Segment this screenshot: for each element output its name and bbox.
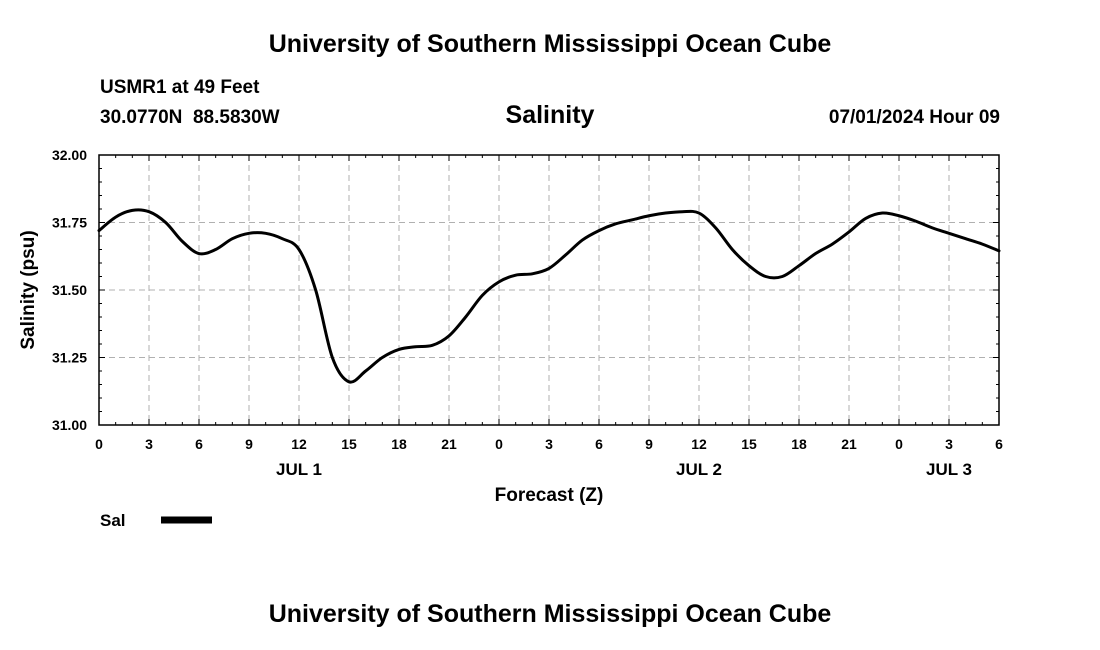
chart-title: University of Southern Mississippi Ocean… (268, 30, 832, 58)
y-tick-label: 32.00 (52, 147, 87, 163)
x-tick-label: 0 (895, 436, 903, 452)
x-tick-label: 21 (841, 436, 857, 452)
x-tick-label: 6 (195, 436, 203, 452)
day-label: JUL 2 (676, 460, 722, 479)
x-tick-label: 15 (741, 436, 757, 452)
plot-frame (98, 154, 1000, 426)
station-label: USMR1 at 49 Feet (100, 77, 260, 98)
axis-labels: 0 3 6 9 12 15 18 21 0 3 6 9 12 15 18 21 0 3 6 31.00 31.25 31.… (52, 147, 1003, 479)
y-axis-title: Salinity (psu) (18, 230, 39, 349)
station-coordinates: 30.0770N 88.5830W (100, 107, 280, 128)
series-line-sal (97, 208, 1001, 384)
x-tick-label: 18 (791, 436, 807, 452)
x-tick-label: 0 (95, 436, 103, 452)
x-tick-label: 3 (145, 436, 153, 452)
x-tick-label: 6 (595, 436, 603, 452)
footer-title: University of Southern Mississippi Ocean… (268, 600, 832, 628)
legend-label: Sal (100, 511, 126, 530)
x-tick-label: 3 (945, 436, 953, 452)
y-tick-label: 31.00 (52, 417, 87, 433)
x-tick-label: 0 (495, 436, 503, 452)
x-tick-label: 15 (341, 436, 357, 452)
x-tick-label: 12 (691, 436, 707, 452)
x-tick-label: 9 (245, 436, 253, 452)
day-label: JUL 3 (926, 460, 972, 479)
y-tick-label: 31.25 (52, 350, 87, 366)
grid-lines (99, 154, 999, 425)
parameter-title: Salinity (505, 101, 595, 129)
x-tick-label: 9 (645, 436, 653, 452)
x-tick-label: 18 (391, 436, 407, 452)
x-tick-label: 3 (545, 436, 553, 452)
x-tick-label: 12 (291, 436, 307, 452)
x-tick-label: 21 (441, 436, 457, 452)
day-label: JUL 1 (276, 460, 322, 479)
forecast-datetime: 07/01/2024 Hour 09 (828, 107, 1000, 128)
y-tick-label: 31.75 (52, 215, 87, 231)
y-tick-label: 31.50 (52, 282, 87, 298)
x-axis-title: Forecast (Z) (495, 485, 604, 506)
x-tick-label: 6 (995, 436, 1003, 452)
